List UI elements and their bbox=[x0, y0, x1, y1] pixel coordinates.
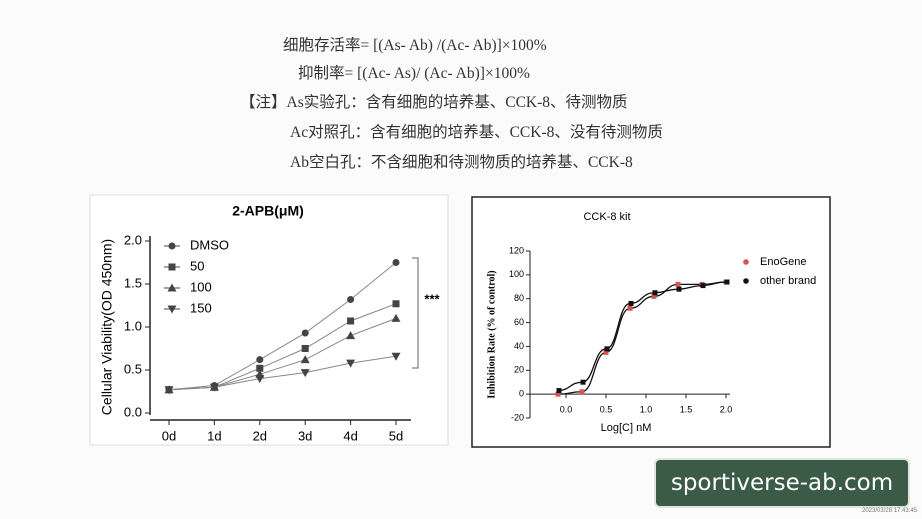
x-tick-label: 0d bbox=[162, 428, 176, 443]
point bbox=[627, 305, 633, 311]
y-axis-label: Cellular Viability(OD 450nm) bbox=[99, 239, 115, 415]
marker bbox=[168, 263, 176, 271]
legend-marker bbox=[743, 259, 749, 265]
fit-curve bbox=[557, 281, 727, 395]
x-tick-label: 5d bbox=[389, 428, 403, 443]
legend-label: 50 bbox=[190, 258, 204, 273]
x-tick-label: 2d bbox=[253, 428, 267, 443]
chart-title: 2-APB(μM) bbox=[232, 203, 304, 219]
x-tick-label: 2.0 bbox=[720, 404, 733, 414]
annotation: *** bbox=[424, 291, 440, 306]
y-tick-label: 1.5 bbox=[124, 275, 142, 290]
y-axis-label: Inhibition Rate (% of control) bbox=[486, 270, 497, 398]
y-tick-label: 0.5 bbox=[124, 361, 142, 376]
legend-label: 100 bbox=[190, 279, 212, 294]
marker bbox=[301, 345, 309, 352]
watermark: sportiverse-ab.com bbox=[654, 458, 910, 508]
note: 【注】As实验孔：含有细胞的培养基、CCK-8、待测物质 bbox=[240, 94, 628, 111]
x-tick-label: 1.0 bbox=[640, 404, 653, 414]
bracket bbox=[412, 257, 419, 369]
y-tick-label: 2.0 bbox=[124, 232, 142, 247]
legend-label: other brand bbox=[760, 275, 816, 287]
point bbox=[651, 293, 657, 299]
formula: 抑制率= [(Ac- As)/ (Ac- Ab)]×100% bbox=[298, 65, 530, 82]
point bbox=[675, 281, 681, 287]
marker bbox=[164, 386, 174, 395]
legend-marker bbox=[743, 278, 749, 284]
y-tick-label: 40 bbox=[514, 341, 524, 351]
point bbox=[652, 290, 658, 296]
marker bbox=[256, 364, 264, 372]
y-tick-label: 100 bbox=[509, 269, 524, 279]
x-tick-label: 0.0 bbox=[560, 404, 573, 414]
marker bbox=[392, 259, 400, 266]
x-tick-label: 0.5 bbox=[600, 404, 613, 414]
series-line bbox=[168, 355, 397, 391]
marker bbox=[347, 295, 355, 303]
formula: 细胞存活率= [(As- Ab) /(Ac- Ab)]×100% bbox=[283, 37, 547, 54]
legend-label: DMSO bbox=[190, 237, 229, 252]
point bbox=[676, 286, 682, 292]
marker bbox=[300, 355, 310, 364]
y-tick-label: 60 bbox=[514, 317, 524, 327]
x-axis-label: Log[C] nM bbox=[601, 422, 652, 434]
marker bbox=[255, 375, 265, 384]
x-tick-label: 4d bbox=[343, 428, 357, 443]
point bbox=[604, 346, 610, 352]
marker bbox=[391, 313, 401, 322]
point bbox=[628, 300, 634, 306]
series-line bbox=[168, 262, 397, 391]
marker bbox=[209, 383, 219, 392]
y-tick-label: 20 bbox=[514, 365, 524, 375]
timestamp: 2023/03/28 17:43:45 bbox=[862, 508, 918, 514]
y-tick-label: 1.0 bbox=[124, 318, 142, 333]
marker bbox=[347, 317, 355, 325]
y-tick-label: -20 bbox=[511, 412, 524, 422]
point bbox=[556, 388, 562, 394]
marker bbox=[346, 359, 356, 368]
y-tick-label: 0 bbox=[519, 389, 524, 399]
point bbox=[603, 349, 609, 355]
note: Ab空白孔：不含细胞和待测物质的培养基、CCK-8 bbox=[290, 154, 633, 171]
x-tick-label: 1.5 bbox=[680, 404, 693, 414]
marker bbox=[256, 356, 264, 364]
legend-label: EnoGene bbox=[760, 256, 806, 268]
marker bbox=[167, 283, 177, 292]
x-tick-label: 1d bbox=[207, 428, 221, 443]
marker bbox=[301, 329, 309, 337]
point bbox=[555, 391, 561, 397]
y-tick-label: 0.0 bbox=[124, 404, 142, 419]
x-tick-label: 3d bbox=[298, 428, 312, 443]
legend-label: 150 bbox=[190, 300, 212, 315]
point bbox=[580, 379, 586, 385]
chart-title: CCK-8 kit bbox=[583, 211, 630, 223]
point bbox=[579, 389, 585, 395]
marker bbox=[346, 331, 356, 340]
marker bbox=[391, 352, 401, 361]
marker bbox=[168, 242, 176, 250]
point bbox=[700, 283, 706, 289]
note: Ac对照孔：含有细胞的培养基、CCK-8、没有待测物质 bbox=[290, 124, 663, 141]
y-tick-label: 120 bbox=[509, 245, 524, 255]
marker bbox=[300, 369, 310, 378]
marker bbox=[167, 305, 177, 314]
point bbox=[724, 279, 730, 285]
chart-frame bbox=[471, 196, 831, 448]
y-tick-label: 80 bbox=[514, 293, 524, 303]
marker bbox=[392, 300, 400, 308]
